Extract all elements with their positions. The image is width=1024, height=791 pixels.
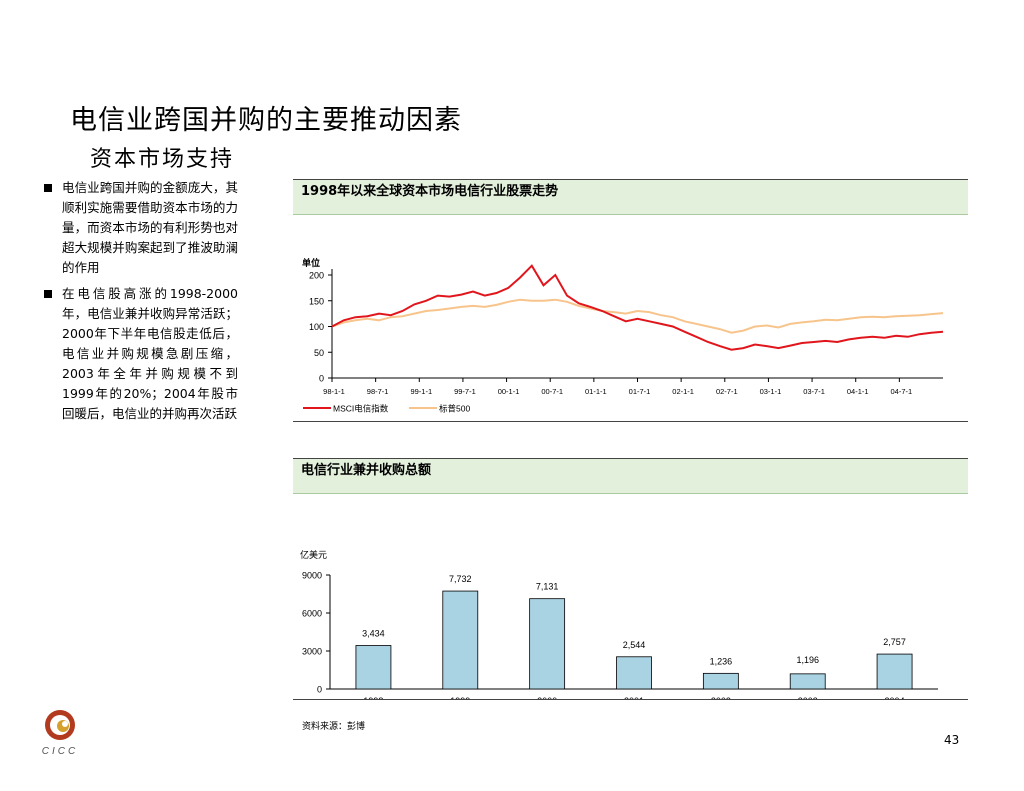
- bar: [876, 653, 913, 690]
- x-tick-label: 98-7-1: [367, 387, 389, 396]
- x-tick-label: 2001: [624, 696, 644, 699]
- y-tick-label: 3000: [302, 647, 322, 657]
- x-tick-label: 1999: [450, 696, 470, 699]
- line-chart-title: 1998年以来全球资本市场电信行业股票走势: [293, 179, 968, 215]
- x-tick-label: 2000: [537, 696, 557, 699]
- bullet-square-icon: [44, 290, 52, 298]
- series-line: [331, 298, 944, 334]
- data-label: 7,131: [536, 582, 559, 592]
- y-tick-label: 100: [309, 322, 324, 332]
- data-label: 3,434: [362, 629, 385, 639]
- bar-chart-title: 电信行业兼并收购总额: [293, 458, 968, 494]
- x-tick-label: 02-7-1: [716, 387, 738, 396]
- y-tick-label: 200: [309, 271, 324, 281]
- bullet-list: 电信业跨国并购的金额庞大，其顺利实施需要借助资本市场的力量，而资本市场的有利形势…: [42, 178, 238, 430]
- y-tick-label: 9000: [302, 571, 322, 581]
- data-label: 1,236: [710, 656, 733, 666]
- x-tick-label: 99-7-1: [454, 387, 476, 396]
- line-chart-panel: 1998年以来全球资本市场电信行业股票走势 单位 0 50 100 150 200 98-1…: [293, 179, 968, 422]
- line-chart: 单位 0 50 100 150 200 98-1-1 98-7-1 99-1-1 99-7-1 00…: [302, 257, 944, 414]
- panel-divider: [293, 699, 968, 700]
- x-tick-label: 2002: [711, 696, 731, 699]
- data-label: 7,732: [449, 574, 472, 584]
- bar: [529, 598, 566, 690]
- page-number: 43: [944, 733, 960, 747]
- x-tick-label: 02-1-1: [672, 387, 694, 396]
- source-note: 资料来源：彭博: [302, 722, 366, 732]
- x-tick-label: 2003: [798, 696, 818, 699]
- x-tick-label: 04-1-1: [847, 387, 869, 396]
- x-tick-label: 03-7-1: [803, 387, 825, 396]
- page-subtitle: 资本市场支持: [90, 147, 235, 172]
- cicc-logo-icon: CICC: [42, 710, 78, 757]
- y-axis-label: 亿美元: [300, 549, 327, 560]
- legend-label: 标普500: [439, 404, 470, 414]
- x-tick-label: 00-1-1: [498, 387, 520, 396]
- bar: [702, 672, 739, 690]
- bullet-text: 电信业跨国并购的金额庞大，其顺利实施需要借助资本市场的力量，而资本市场的有利形势…: [62, 180, 238, 275]
- x-tick-label: 00-7-1: [541, 387, 563, 396]
- bar: [616, 656, 652, 690]
- x-tick-label: 01-1-1: [585, 387, 607, 396]
- x-tick-label: 1998: [363, 696, 383, 699]
- page-title: 电信业跨国并购的主要推动因素: [70, 105, 462, 136]
- x-tick-label: 99-1-1: [410, 387, 432, 396]
- y-tick-label: 6000: [302, 609, 322, 619]
- y-tick-label: 0: [319, 374, 324, 384]
- data-label: 2,757: [883, 637, 906, 647]
- bar-chart: 亿美元 0 3000 6000 9000 3,434 1998 7,732 1999 7,131 2…: [300, 549, 938, 699]
- bar: [442, 590, 479, 690]
- bar: [789, 673, 826, 690]
- data-label: 1,196: [796, 655, 819, 665]
- series-line: [331, 264, 944, 351]
- y-tick-label: 50: [314, 348, 324, 358]
- y-tick-label: 150: [309, 296, 324, 306]
- bullet-item: 在电信股高涨的1998-2000年，电信业兼并收购异常活跃；2000年下半年电信…: [42, 284, 238, 424]
- x-tick-label: 98-1-1: [323, 387, 345, 396]
- data-label: 2,544: [623, 640, 646, 650]
- x-tick-label: 03-1-1: [760, 387, 782, 396]
- bullet-item: 电信业跨国并购的金额庞大，其顺利实施需要借助资本市场的力量，而资本市场的有利形势…: [42, 178, 238, 278]
- panel-divider: [293, 421, 968, 422]
- bar: [355, 645, 392, 690]
- x-tick-label: 04-7-1: [891, 387, 913, 396]
- x-tick-label: 01-7-1: [629, 387, 651, 396]
- y-axis-label: 单位: [302, 257, 320, 268]
- bar-chart-panel: 电信行业兼并收购总额 亿美元 0 3000 6000 9000 3,434 1998 7,73…: [293, 458, 968, 700]
- bullet-text: 在电信股高涨的1998-2000年，电信业兼并收购异常活跃；2000年下半年电信…: [62, 286, 238, 421]
- x-tick-label: 2004: [885, 696, 905, 699]
- svg-text:CICC: CICC: [42, 746, 78, 757]
- bullet-square-icon: [44, 184, 52, 192]
- y-tick-label: 0: [317, 685, 322, 695]
- legend-label: MSCI电信指数: [333, 404, 389, 414]
